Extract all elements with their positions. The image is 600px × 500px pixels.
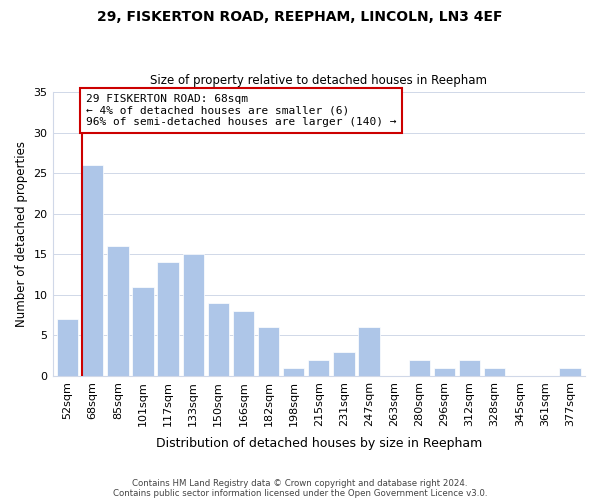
Bar [358,328,380,376]
Bar [107,246,128,376]
Text: Contains public sector information licensed under the Open Government Licence v3: Contains public sector information licen… [113,488,487,498]
Bar [409,360,430,376]
Text: 29 FISKERTON ROAD: 68sqm
← 4% of detached houses are smaller (6)
96% of semi-det: 29 FISKERTON ROAD: 68sqm ← 4% of detache… [86,94,397,127]
Bar [283,368,304,376]
Bar [132,287,154,376]
Bar [258,328,279,376]
Title: Size of property relative to detached houses in Reepham: Size of property relative to detached ho… [150,74,487,87]
Bar [208,303,229,376]
Bar [308,360,329,376]
Bar [182,254,204,376]
Bar [333,352,355,376]
Text: 29, FISKERTON ROAD, REEPHAM, LINCOLN, LN3 4EF: 29, FISKERTON ROAD, REEPHAM, LINCOLN, LN… [97,10,503,24]
Y-axis label: Number of detached properties: Number of detached properties [15,141,28,327]
Bar [459,360,480,376]
Bar [434,368,455,376]
Bar [82,166,103,376]
Bar [157,262,179,376]
Bar [57,319,78,376]
Text: Contains HM Land Registry data © Crown copyright and database right 2024.: Contains HM Land Registry data © Crown c… [132,478,468,488]
Bar [559,368,581,376]
Bar [233,311,254,376]
X-axis label: Distribution of detached houses by size in Reepham: Distribution of detached houses by size … [155,437,482,450]
Bar [484,368,505,376]
